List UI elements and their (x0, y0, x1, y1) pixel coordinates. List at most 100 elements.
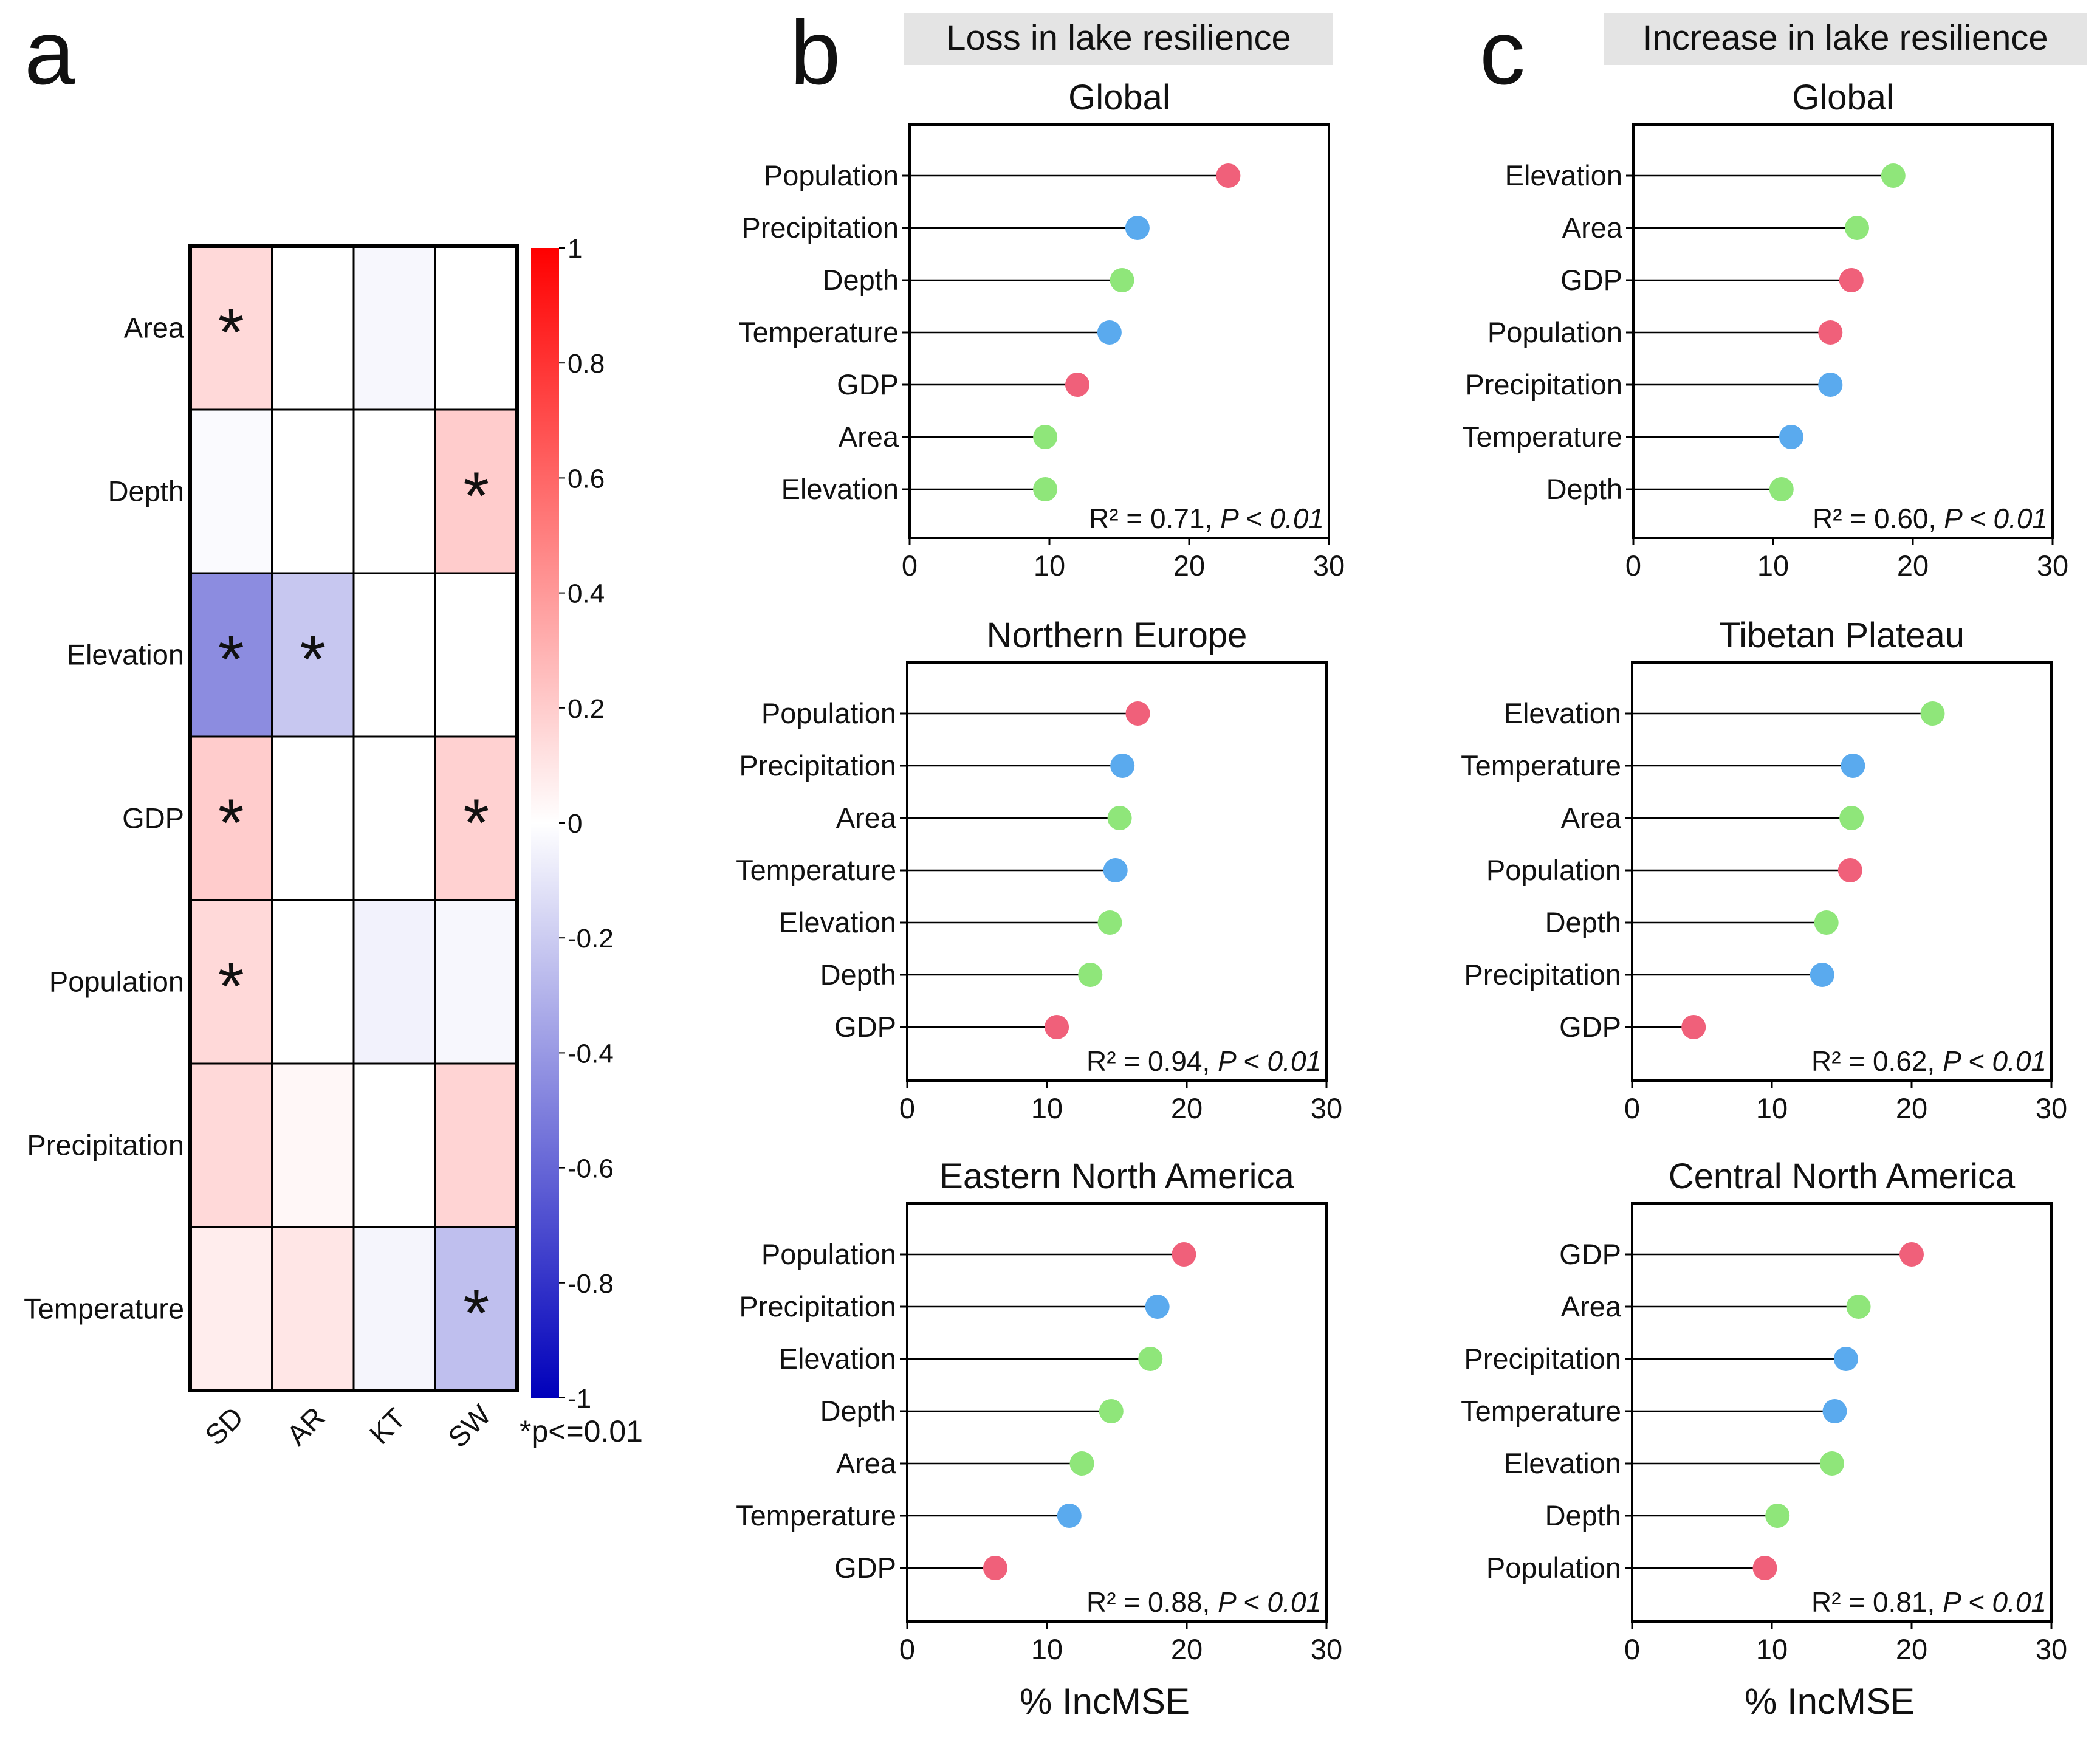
x-tick-label: 10 (1756, 1092, 1788, 1124)
lollipop-point (1099, 1399, 1124, 1423)
heatmap-cell (189, 408, 273, 574)
significance-star: * (463, 459, 489, 534)
header-c: Increase in lake resilience (1642, 18, 2048, 58)
p-value-text: P < 0.01 (1944, 503, 2048, 534)
y-tick-label: Area (1561, 1290, 1622, 1322)
x-tick-label: 30 (2037, 549, 2068, 582)
y-tick-label: Depth (823, 264, 899, 296)
lollipop-point (1033, 425, 1058, 449)
y-tick-label: Temperature (736, 854, 896, 886)
p-value-text: P < 0.01 (1220, 503, 1324, 534)
lollipop-point (1819, 1451, 1844, 1476)
x-tick-label: 10 (1031, 1092, 1063, 1124)
plot-frame (1632, 123, 2054, 539)
significance-star: * (463, 786, 489, 861)
y-tick-label: Precipitation (1464, 1343, 1621, 1375)
x-tick-label: 20 (1171, 1633, 1203, 1665)
y-tick-label: Population (1486, 854, 1621, 886)
x-tick-label: 20 (1171, 1092, 1203, 1124)
x-tick-label: 30 (1311, 1092, 1342, 1124)
lollipop-point (1681, 1015, 1706, 1039)
lollipop-point (1833, 1347, 1858, 1371)
lollipop-point (1097, 320, 1122, 345)
heatmap-cell (434, 245, 518, 411)
significance-star: * (218, 786, 244, 861)
lollipop-point (1069, 1451, 1094, 1476)
heatmap-column-label: KT (363, 1401, 412, 1450)
fit-annotation: R² = 0.81, P < 0.01 (1811, 1586, 2047, 1618)
significance-star: * (218, 949, 244, 1024)
p-value-text: P < 0.01 (1218, 1045, 1322, 1077)
lollipop-point (1752, 1556, 1777, 1580)
colorbar-tick-label: 1 (568, 234, 582, 264)
significance-note: *p<=0.01 (520, 1414, 643, 1448)
heatmap-cell (271, 1226, 355, 1392)
lollipop-point (1818, 320, 1843, 345)
lollipop-point (1818, 373, 1843, 397)
colorbar-tick-label: 0.4 (568, 579, 605, 609)
heatmap-row-label: Area (124, 312, 185, 344)
lollipop-point (1103, 858, 1128, 882)
lollipop-point (1822, 1399, 1847, 1423)
lollipop-point (1845, 216, 1869, 240)
lollipop-point (1814, 910, 1839, 935)
heatmap-frame (188, 244, 519, 1392)
x-tick-label: 20 (1896, 1633, 1927, 1665)
colorbar-tick-label: -0.2 (568, 924, 614, 954)
fit-annotation: R² = 0.88, P < 0.01 (1086, 1586, 1322, 1618)
heatmap-cell (434, 899, 518, 1065)
y-tick-label: Area (836, 802, 897, 834)
header-b: Loss in lake resilience (946, 18, 1291, 58)
colorbar-tick-label: -0.4 (568, 1039, 614, 1068)
lollipop-chart: Global Elevation Area GDP Population Precipit… (1462, 78, 2068, 582)
p-value-text: P < 0.01 (1218, 1586, 1322, 1618)
colorbar-tick-label: 0.8 (568, 349, 605, 379)
y-tick-label: Elevation (779, 906, 896, 938)
lollipop-point (1841, 754, 1865, 778)
x-tick-label: 30 (1311, 1633, 1342, 1665)
heatmap-cell (352, 1062, 436, 1228)
r-squared-text: R² = 0.62, (1811, 1045, 1943, 1077)
plot-frame (908, 123, 1330, 539)
y-tick-label: Elevation (1505, 159, 1622, 191)
heatmap-cell (352, 735, 436, 901)
lollipop-point (1078, 963, 1103, 987)
lollipop-point (1138, 1347, 1163, 1371)
y-tick-label: GDP (834, 1011, 896, 1043)
p-value-text: P < 0.01 (1943, 1045, 2047, 1077)
lollipop-panels: Global Population Precipitation Depth Temper… (736, 78, 2068, 1722)
lollipop-chart: Central North America GDP Area Precipitatio… (1461, 1157, 2067, 1722)
x-axis-label: % IncMSE (1020, 1681, 1190, 1722)
heatmap-row-label: Elevation (67, 639, 184, 671)
y-tick-label: Population (764, 159, 899, 191)
heatmap-row-label: Depth (108, 475, 184, 507)
plot-frame (1631, 1202, 2053, 1623)
y-tick-label: Depth (1545, 906, 1621, 938)
heatmap-cell (271, 899, 355, 1065)
fit-annotation: R² = 0.62, P < 0.01 (1811, 1045, 2047, 1077)
lollipop-point (1033, 477, 1058, 501)
r-squared-text: R² = 0.94, (1086, 1045, 1218, 1077)
y-tick-label: Area (836, 1447, 897, 1479)
colorbar (531, 248, 559, 1398)
y-tick-label: Temperature (1462, 421, 1622, 453)
heatmap-cell (271, 408, 355, 574)
fit-annotation: R² = 0.71, P < 0.01 (1089, 503, 1324, 534)
chart-title: Global (1792, 78, 1894, 117)
heatmap-cell (352, 408, 436, 574)
chart-title: Northern Europe (987, 616, 1247, 655)
heatmap-cell (434, 1062, 518, 1228)
heatmap-cell (271, 572, 355, 738)
y-tick-label: Depth (820, 1395, 896, 1427)
heatmap-column-label: SW (442, 1398, 497, 1453)
lollipop-point (1765, 1504, 1790, 1528)
heatmap-column-label: SD (199, 1401, 250, 1452)
y-tick-label: Temperature (738, 316, 899, 348)
lollipop-point (1881, 163, 1906, 188)
heatmap-row-label: Precipitation (27, 1129, 184, 1161)
heatmap-cell (434, 735, 518, 901)
y-tick-label: GDP (1559, 1011, 1621, 1043)
lollipop-point (1125, 701, 1150, 726)
x-tick-label: 10 (1756, 1633, 1788, 1665)
heatmap-cell (352, 245, 436, 411)
